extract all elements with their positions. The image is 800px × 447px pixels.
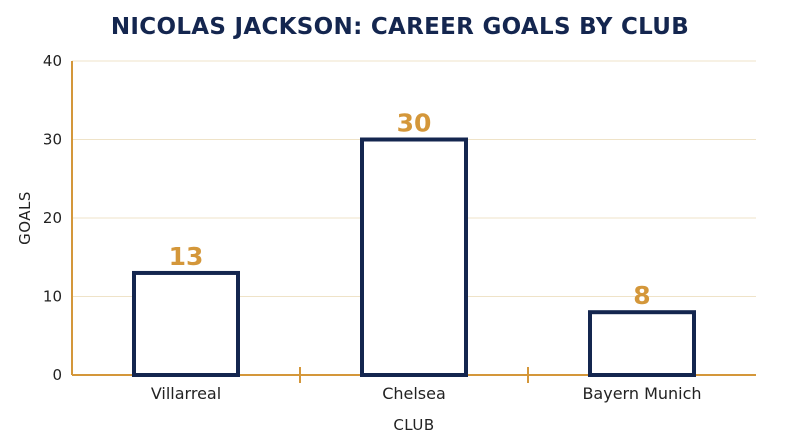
data-label: 30 [397,109,432,138]
y-tick-label: 0 [52,366,62,384]
category-labels: Villarreal Chelsea Bayern Munich [151,384,702,403]
x-tick-label: Villarreal [151,384,221,403]
x-tick-label: Bayern Munich [582,384,701,403]
y-tick-label: 10 [43,288,62,306]
y-tick-label: 30 [43,131,62,149]
bar-bayern-munich [588,310,696,378]
bar-chelsea [360,137,468,377]
y-tick-label: 20 [43,209,62,227]
data-label: 13 [169,242,204,271]
y-axis-title: GOALS [16,191,34,245]
y-tick-label: 40 [43,52,62,70]
data-label: 8 [633,281,650,310]
bars [132,137,696,378]
y-tick-labels: 0 10 20 30 40 [43,52,62,384]
x-axis-title: CLUB [393,416,434,434]
bar-villarreal [132,270,240,378]
data-labels: 13 30 8 [169,109,651,311]
chart-title: NICOLAS JACKSON: CAREER GOALS BY CLUB [111,14,689,40]
x-tick-label: Chelsea [382,384,446,403]
